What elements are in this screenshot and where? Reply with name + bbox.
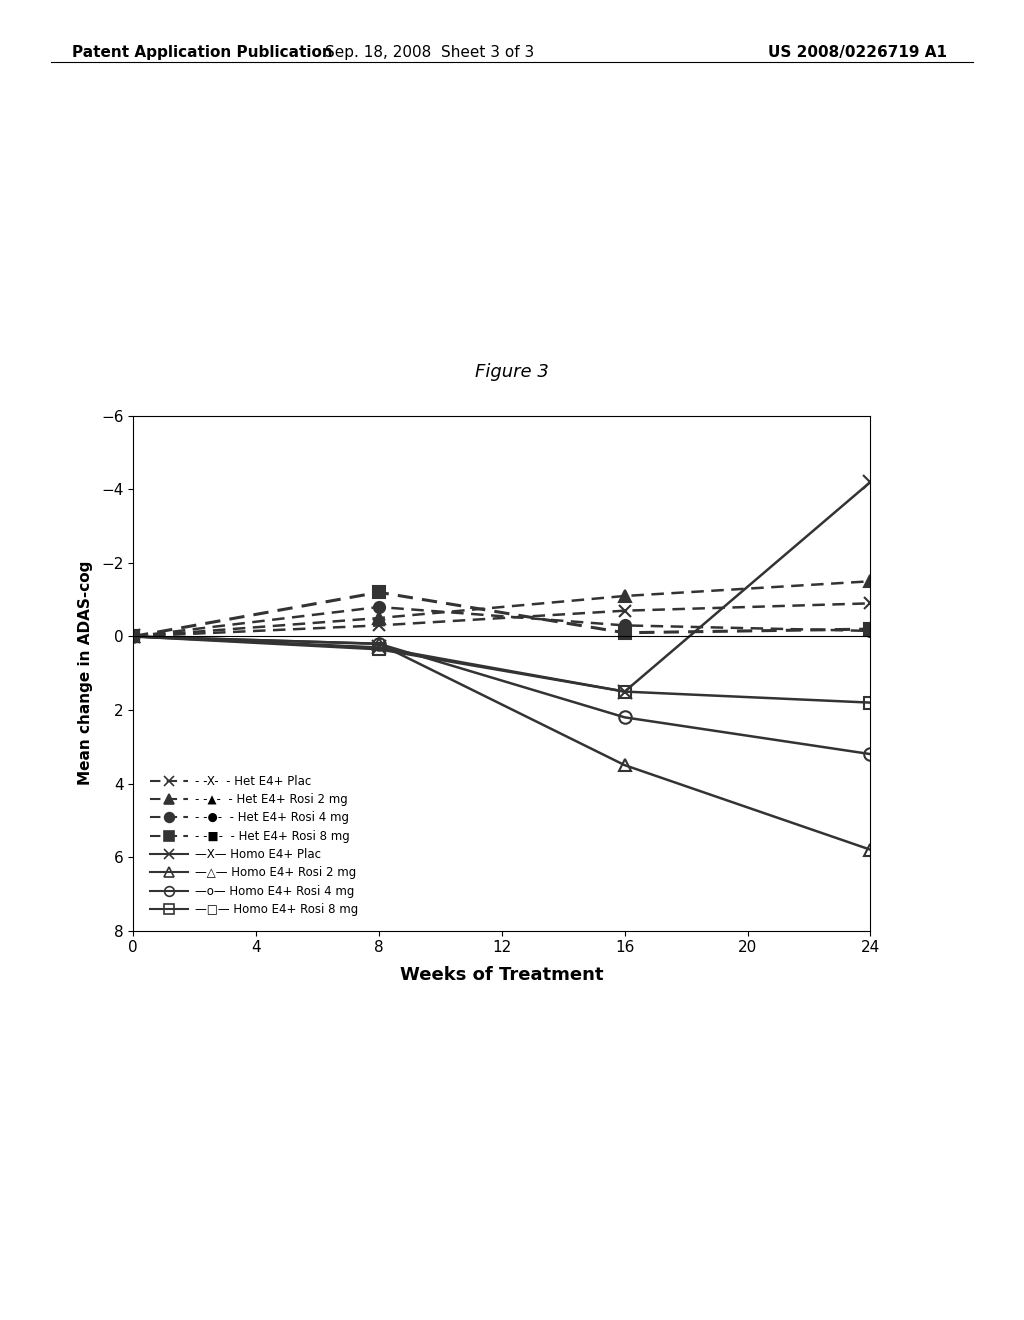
Text: US 2008/0226719 A1: US 2008/0226719 A1 — [768, 45, 947, 59]
Text: Sep. 18, 2008  Sheet 3 of 3: Sep. 18, 2008 Sheet 3 of 3 — [326, 45, 535, 59]
Legend: - -X-  - Het E4+ Plac, - -▲-  - Het E4+ Rosi 2 mg, - -●-  - Het E4+ Rosi 4 mg, -: - -X- - Het E4+ Plac, - -▲- - Het E4+ Ro… — [146, 771, 361, 920]
Text: Patent Application Publication: Patent Application Publication — [72, 45, 333, 59]
X-axis label: Weeks of Treatment: Weeks of Treatment — [400, 966, 603, 985]
Y-axis label: Mean change in ADAS-cog: Mean change in ADAS-cog — [78, 561, 92, 785]
Text: Figure 3: Figure 3 — [475, 363, 549, 381]
